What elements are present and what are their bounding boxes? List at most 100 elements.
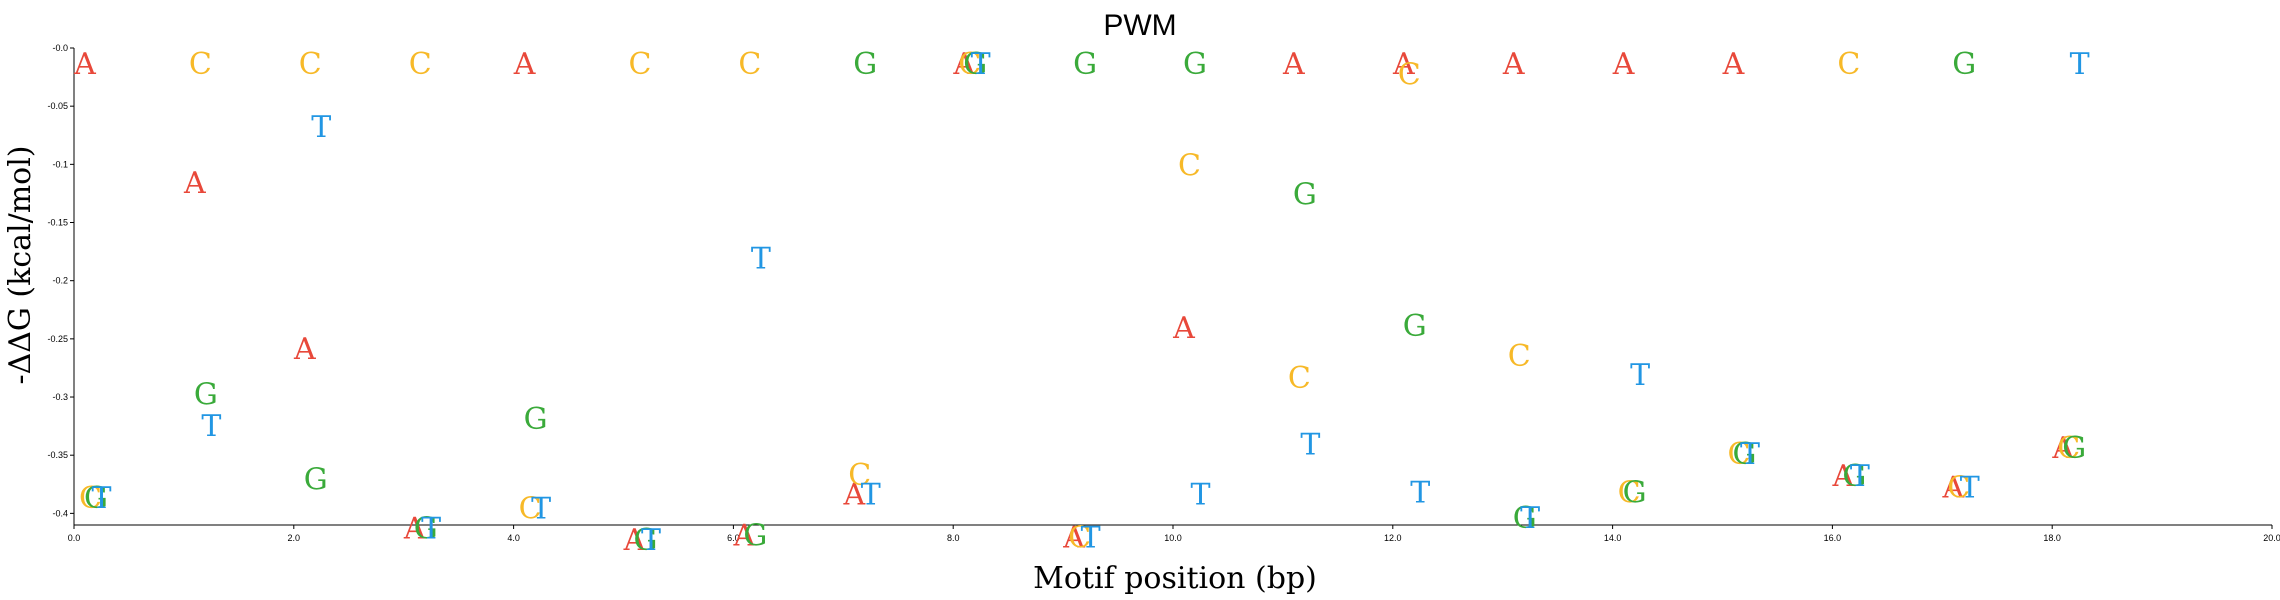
y-tick-label: -0.4 [52,508,68,518]
letter-mark-t: T [641,523,661,558]
letter-mark-t: T [1190,478,1210,513]
letter-mark-a: A [1832,459,1855,494]
letter-mark-g: G [1183,47,1207,82]
x-tick-label: 16.0 [1824,533,1842,543]
y-tick-label: -0.2 [52,276,68,286]
letter-mark-t: T [1740,437,1760,472]
x-tick-label: 8.0 [947,533,960,543]
letter-mark-t: T [421,511,441,546]
letter-mark-a: A [1392,47,1415,82]
letter-mark-g: G [743,518,767,553]
x-tick-label: 14.0 [1604,533,1622,543]
letter-mark-c: C [299,47,322,82]
x-tick-label: 18.0 [2043,533,2061,543]
letter-mark-a: A [1722,47,1745,82]
letter-mark-g: G [194,378,218,413]
letter-mark-c: C [848,458,871,493]
letter-mark-a: A [403,511,426,546]
letter-mark-t: T [1960,471,1980,506]
letter-mark-g: G [1073,47,1097,82]
letter-mark-g: G [524,402,548,437]
letter-mark-t: T [1300,428,1320,463]
letter-mark-g: G [414,511,438,546]
x-tick-label: 0.0 [68,533,81,543]
letter-mark-c: C [1288,361,1311,396]
y-tick-label: -0.0 [52,43,68,53]
letter-mark-c: C [1508,339,1531,374]
letter-mark-a: A [1282,47,1305,82]
letter-mark-g: G [304,462,328,497]
letter-mark-a: A [513,47,536,82]
letter-mark-c: C [1178,148,1201,183]
letter-mark-g: G [633,523,657,558]
letter-mark-a: A [183,166,206,201]
letter-mark-c: C [958,47,981,82]
letter-mark-a: A [1941,471,1964,506]
axes: 0.0 2.0 4.0 6.0 8.0 10.0 12.0 14.0 16.0 18.0 20.0 -… [47,43,2280,543]
letter-mark-t: T [2070,47,2090,82]
letter-mark-g: G [963,47,987,82]
letter-mark-a: A [73,47,96,82]
letter-mark-t: T [1520,501,1540,536]
x-tick-label: 4.0 [507,533,520,543]
letter-mark-c: C [79,481,102,516]
x-tick-label: 10.0 [1164,533,1182,543]
letter-mark-g: G [1842,459,1866,494]
letter-mark-a: A [2051,431,2074,466]
letter-mark-t: T [971,47,991,82]
letter-mark-t: T [1630,358,1650,393]
letter-mark-t: T [1081,521,1101,556]
y-axis-label: -ΔΔG (kcal/mol) [3,145,38,384]
chart-title: PWM [1103,9,1176,42]
y-tick-label: -0.25 [47,334,68,344]
letter-mark-t: T [1850,459,1870,494]
letter-mark-t: T [311,110,331,145]
y-tick-label: -0.3 [52,392,68,402]
x-tick-label: 20.0 [2263,533,2280,543]
letter-mark-a: A [293,332,316,367]
letter-mark-g: G [1732,437,1756,472]
y-tick-label: -0.05 [47,101,68,111]
letter-mark-t: T [201,409,221,444]
letter-mark-a: A [623,523,646,558]
letter-mark-c: C [189,47,212,82]
x-axis-label: Motif position (bp) [1033,561,1317,596]
letter-mark-c: C [1947,471,1970,506]
letter-mark-c: C [1728,437,1751,472]
letter-mark-t: T [861,478,881,513]
letter-mark-g: G [84,481,108,516]
letter-mark-c: C [519,492,542,527]
y-tick-label: -0.1 [52,159,68,169]
letter-mark-g: G [2062,431,2086,466]
x-tick-label: 2.0 [288,533,301,543]
letter-mark-g: G [1403,309,1427,344]
letter-mark-t: T [91,481,111,516]
letter-mark-a: A [1172,311,1195,346]
y-tick-label: -0.15 [47,218,68,228]
letter-mark-c: C [738,47,761,82]
letter-mark-a: A [1502,47,1525,82]
letter-mark-c: C [409,47,432,82]
letter-mark-a: A [1612,47,1635,82]
x-tick-label: 6.0 [727,533,740,543]
letter-mark-g: G [1952,47,1976,82]
letter-mark-c: C [2057,431,2080,466]
letter-mark-c: C [1068,521,1091,556]
letter-mark-g: G [1513,501,1537,536]
y-tick-label: -0.35 [47,450,68,460]
letter-mark-t: T [1410,475,1430,510]
letter-mark-c: C [1398,58,1421,93]
letter-mark-a: A [733,518,756,553]
letter-mark-c: C [1618,475,1641,510]
letter-mark-t: T [531,492,551,527]
x-tick-label: 12.0 [1384,533,1402,543]
letter-mark-a: A [952,47,975,82]
letter-mark-t: T [751,241,771,276]
letter-mark-g: G [1623,475,1647,510]
letter-mark-c: C [629,47,652,82]
letter-mark-a: A [1062,521,1085,556]
letter-mark-c: C [1837,47,1860,82]
letter-mark-a: A [842,478,865,513]
